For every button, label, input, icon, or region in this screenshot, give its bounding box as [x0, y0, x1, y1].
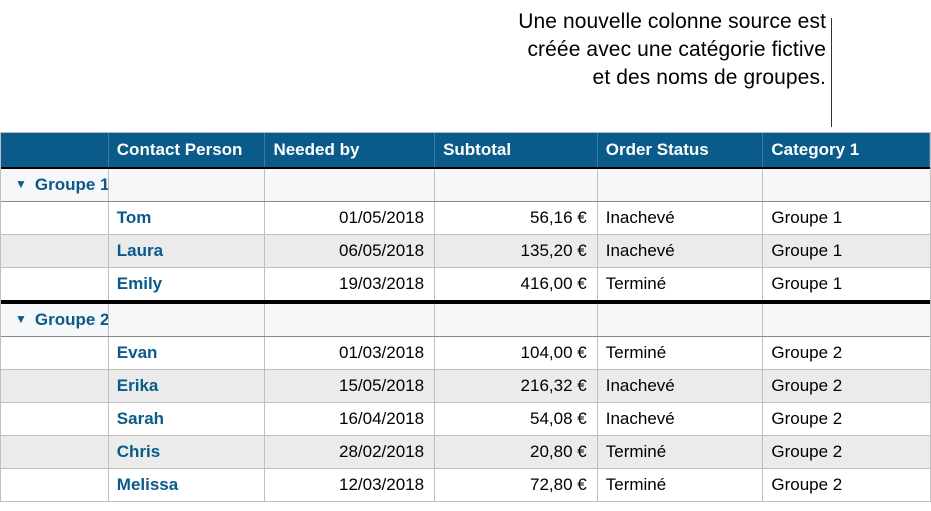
cell-category-1[interactable]: Groupe 2	[763, 370, 930, 402]
group-empty-cell	[763, 169, 930, 201]
contact-link[interactable]: Laura	[117, 241, 163, 260]
cell-order-status[interactable]: Terminé	[598, 469, 764, 501]
cell-category-1[interactable]: Groupe 1	[763, 202, 930, 234]
cell-contact[interactable]: Sarah	[109, 403, 266, 435]
group-row[interactable]: ▼ Groupe 2	[1, 302, 930, 336]
cell-contact[interactable]: Laura	[109, 235, 266, 267]
cell-category-1[interactable]: Groupe 2	[763, 403, 930, 435]
callout-line-2: créée avec une catégorie fictive	[527, 38, 826, 61]
callout-line-3: et des noms de groupes.	[593, 66, 826, 89]
cell-subtotal[interactable]: 20,80 €	[435, 436, 598, 468]
table-row[interactable]: Sarah 16/04/201854,08 €InachevéGroupe 2	[1, 402, 930, 435]
table-row[interactable]: Erika 15/05/2018216,32 €InachevéGroupe 2	[1, 369, 930, 402]
cell-needed-by[interactable]: 28/02/2018	[265, 436, 435, 468]
col-header-needed-by[interactable]: Needed by	[265, 133, 435, 167]
col-header-blank[interactable]	[1, 133, 109, 167]
cell-subtotal[interactable]: 72,80 €	[435, 469, 598, 501]
group-empty-cell	[435, 169, 598, 201]
table-row[interactable]: Melissa 12/03/201872,80 €TerminéGroupe 2	[1, 468, 930, 501]
cell-needed-by[interactable]: 12/03/2018	[265, 469, 435, 501]
group-row[interactable]: ▼ Groupe 1	[1, 167, 930, 201]
callout: Une nouvelle colonne source est créée av…	[0, 0, 931, 132]
table-row[interactable]: Evan 01/03/2018104,00 €TerminéGroupe 2	[1, 336, 930, 369]
chevron-down-icon: ▼	[15, 309, 27, 329]
cell-subtotal[interactable]: 54,08 €	[435, 403, 598, 435]
cell-contact[interactable]: Erika	[109, 370, 266, 402]
contact-link[interactable]: Sarah	[117, 409, 164, 428]
cell-contact[interactable]: Melissa	[109, 469, 266, 501]
cell-order-status[interactable]: Inachevé	[598, 235, 764, 267]
row-handle-cell	[1, 469, 109, 501]
col-header-order-status[interactable]: Order Status	[598, 133, 764, 167]
group-empty-cell	[265, 169, 435, 201]
contact-link[interactable]: Tom	[117, 208, 152, 227]
cell-needed-by[interactable]: 15/05/2018	[265, 370, 435, 402]
callout-pointer-area	[0, 92, 931, 132]
group-empty-cell	[598, 169, 764, 201]
cell-needed-by[interactable]: 06/05/2018	[265, 235, 435, 267]
cell-subtotal[interactable]: 216,32 €	[435, 370, 598, 402]
cell-contact[interactable]: Tom	[109, 202, 266, 234]
cell-needed-by[interactable]: 19/03/2018	[265, 268, 435, 300]
group-toggle[interactable]: ▼ Groupe 1	[1, 169, 109, 201]
contact-link[interactable]: Chris	[117, 442, 160, 461]
callout-line-1: Une nouvelle colonne source est	[518, 10, 826, 33]
contact-link[interactable]: Melissa	[117, 475, 178, 494]
group-label-text: Groupe 2	[35, 310, 109, 330]
contact-link[interactable]: Evan	[117, 343, 158, 362]
table-row[interactable]: Tom 01/05/201856,16 €InachevéGroupe 1	[1, 201, 930, 234]
cell-contact[interactable]: Emily	[109, 268, 266, 300]
cell-order-status[interactable]: Terminé	[598, 337, 764, 369]
cell-needed-by[interactable]: 01/03/2018	[265, 337, 435, 369]
table-row[interactable]: Emily 19/03/2018416,00 €TerminéGroupe 1	[1, 267, 930, 302]
group-empty-cell	[109, 169, 266, 201]
cell-subtotal[interactable]: 416,00 €	[435, 268, 598, 300]
cell-order-status[interactable]: Terminé	[598, 436, 764, 468]
chevron-down-icon: ▼	[15, 174, 27, 194]
row-handle-cell	[1, 403, 109, 435]
cell-contact[interactable]: Evan	[109, 337, 266, 369]
row-handle-cell	[1, 235, 109, 267]
contact-link[interactable]: Emily	[117, 274, 162, 293]
table-header-row: Contact Person Needed by Subtotal Order …	[1, 133, 930, 167]
table-body: ▼Groupe 1Tom01/05/201856,16 €InachevéGro…	[1, 167, 930, 501]
cell-subtotal[interactable]: 135,20 €	[435, 235, 598, 267]
cell-needed-by[interactable]: 16/04/2018	[265, 403, 435, 435]
cell-category-1[interactable]: Groupe 1	[763, 235, 930, 267]
row-handle-cell	[1, 337, 109, 369]
group-empty-cell	[109, 304, 266, 336]
contact-link[interactable]: Erika	[117, 376, 159, 395]
group-toggle[interactable]: ▼ Groupe 2	[1, 304, 109, 336]
group-empty-cell	[265, 304, 435, 336]
group-empty-cell	[763, 304, 930, 336]
row-handle-cell	[1, 436, 109, 468]
callout-text: Une nouvelle colonne source est créée av…	[108, 8, 908, 92]
callout-line-icon	[831, 18, 832, 127]
cell-category-1[interactable]: Groupe 2	[763, 469, 930, 501]
col-header-contact[interactable]: Contact Person	[109, 133, 266, 167]
cell-order-status[interactable]: Terminé	[598, 268, 764, 300]
group-empty-cell	[598, 304, 764, 336]
row-handle-cell	[1, 268, 109, 300]
data-table: Contact Person Needed by Subtotal Order …	[0, 132, 931, 502]
cell-subtotal[interactable]: 56,16 €	[435, 202, 598, 234]
cell-needed-by[interactable]: 01/05/2018	[265, 202, 435, 234]
row-handle-cell	[1, 202, 109, 234]
group-label-text: Groupe 1	[35, 175, 109, 195]
cell-subtotal[interactable]: 104,00 €	[435, 337, 598, 369]
cell-contact[interactable]: Chris	[109, 436, 266, 468]
table-row[interactable]: Laura 06/05/2018135,20 €InachevéGroupe 1	[1, 234, 930, 267]
cell-order-status[interactable]: Inachevé	[598, 202, 764, 234]
table-row[interactable]: Chris 28/02/201820,80 €TerminéGroupe 2	[1, 435, 930, 468]
col-header-subtotal[interactable]: Subtotal	[435, 133, 598, 167]
row-handle-cell	[1, 370, 109, 402]
group-empty-cell	[435, 304, 598, 336]
cell-order-status[interactable]: Inachevé	[598, 403, 764, 435]
cell-category-1[interactable]: Groupe 2	[763, 337, 930, 369]
col-header-category-1[interactable]: Category 1	[763, 133, 930, 167]
cell-category-1[interactable]: Groupe 1	[763, 268, 930, 300]
cell-category-1[interactable]: Groupe 2	[763, 436, 930, 468]
cell-order-status[interactable]: Inachevé	[598, 370, 764, 402]
